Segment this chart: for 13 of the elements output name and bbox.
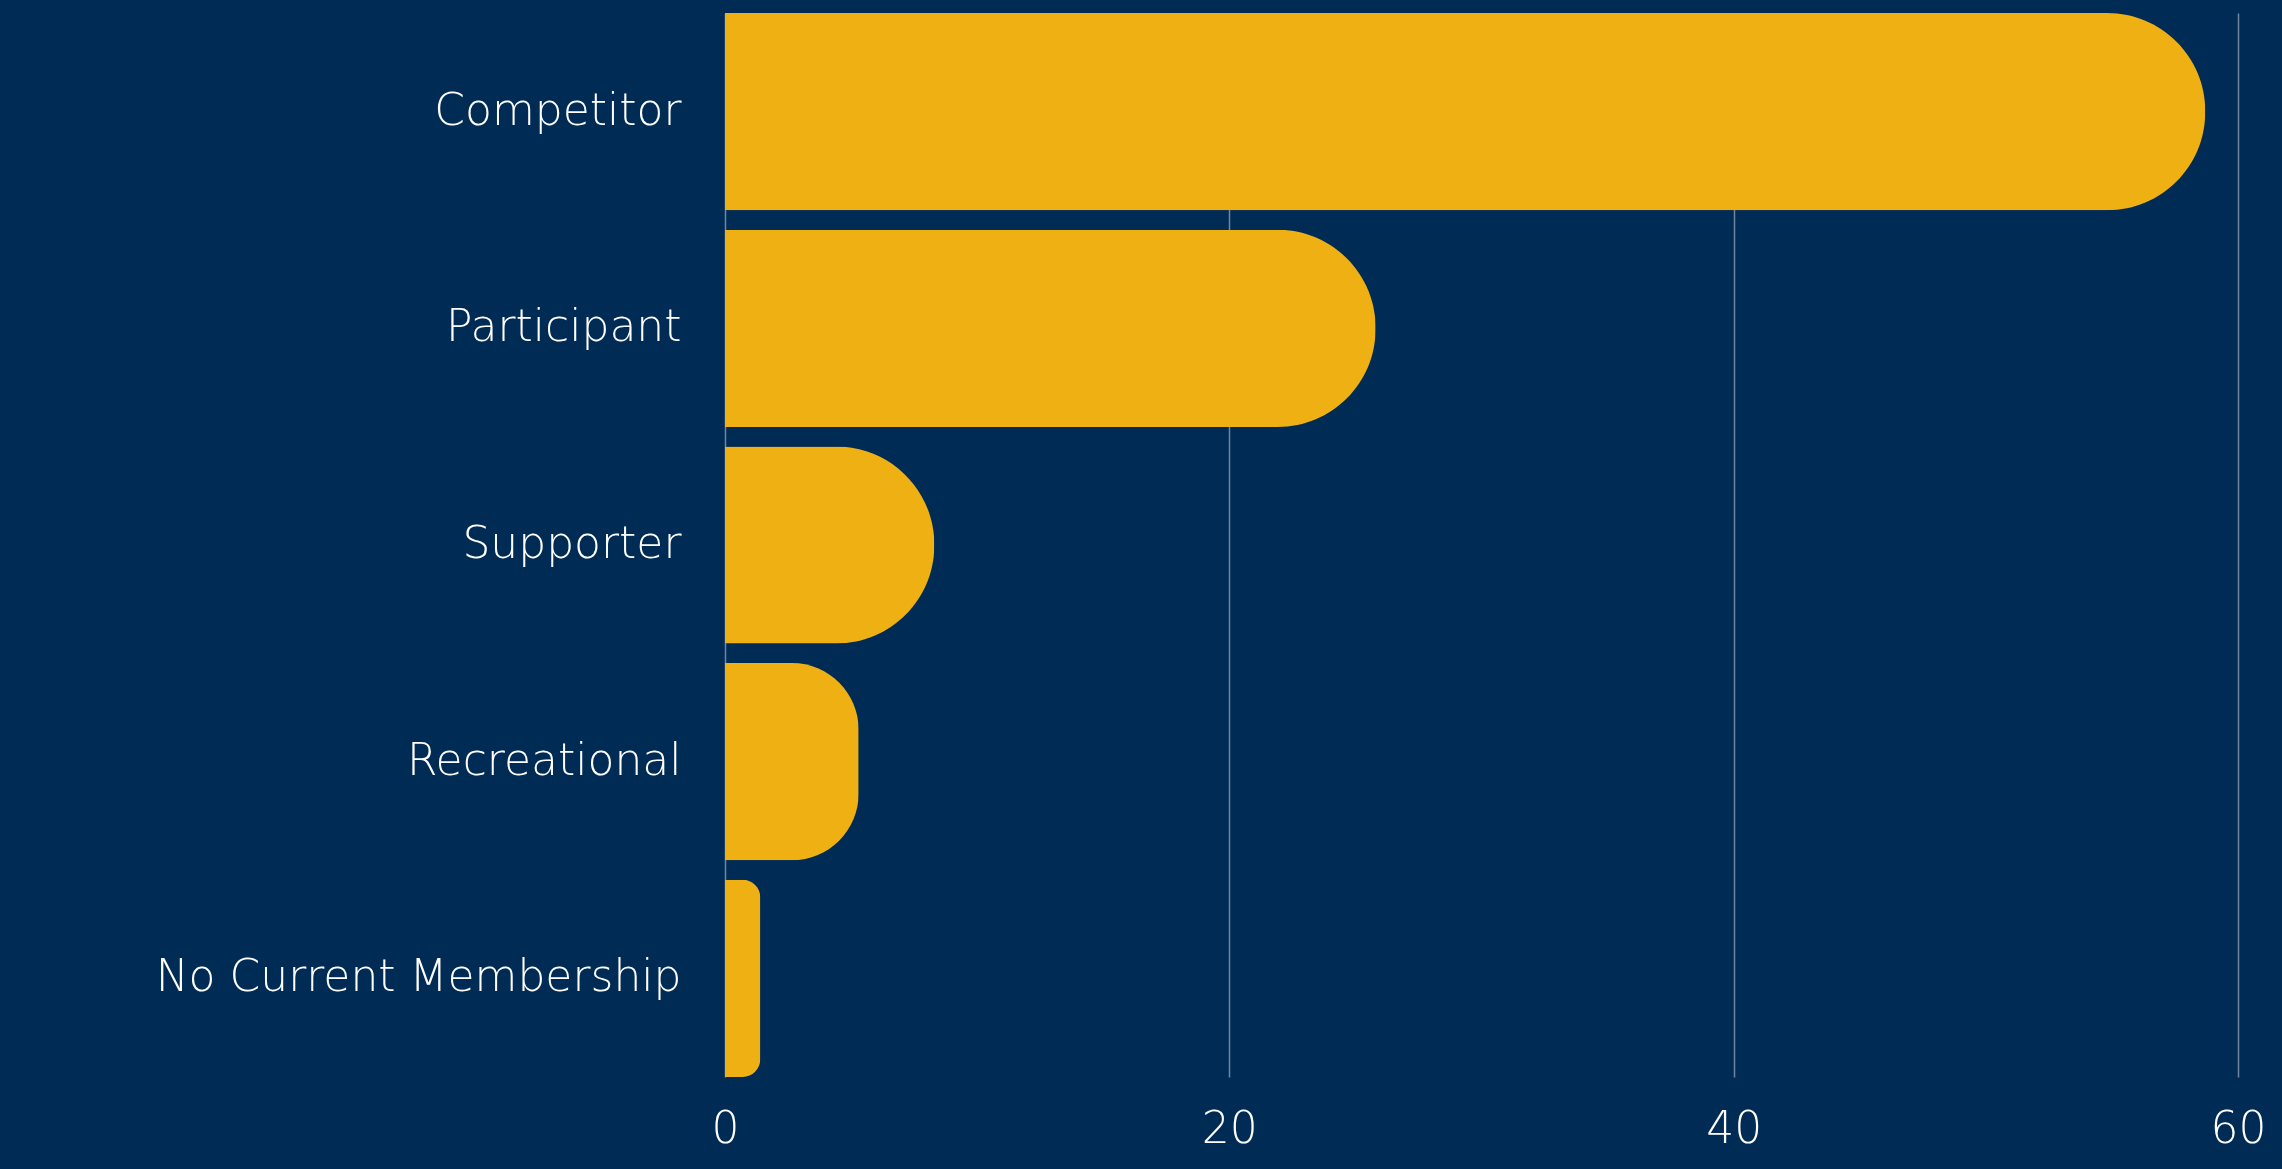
- y-tick-label: Supporter: [462, 517, 683, 568]
- x-tick-label: 60: [2210, 1101, 2267, 1153]
- y-tick-label: Recreational: [407, 733, 682, 785]
- bar: [725, 663, 859, 861]
- bar: [725, 13, 2206, 211]
- y-tick-label: Participant: [445, 300, 682, 352]
- x-tick-label: 40: [1706, 1101, 1763, 1153]
- x-tick-label: 0: [711, 1101, 740, 1153]
- bar: [725, 229, 1376, 427]
- bar: [725, 879, 761, 1077]
- y-tick-label: No Current Membership: [155, 950, 682, 1002]
- y-tick-label: Competitor: [434, 83, 683, 135]
- x-tick-label: 20: [1201, 1101, 1258, 1153]
